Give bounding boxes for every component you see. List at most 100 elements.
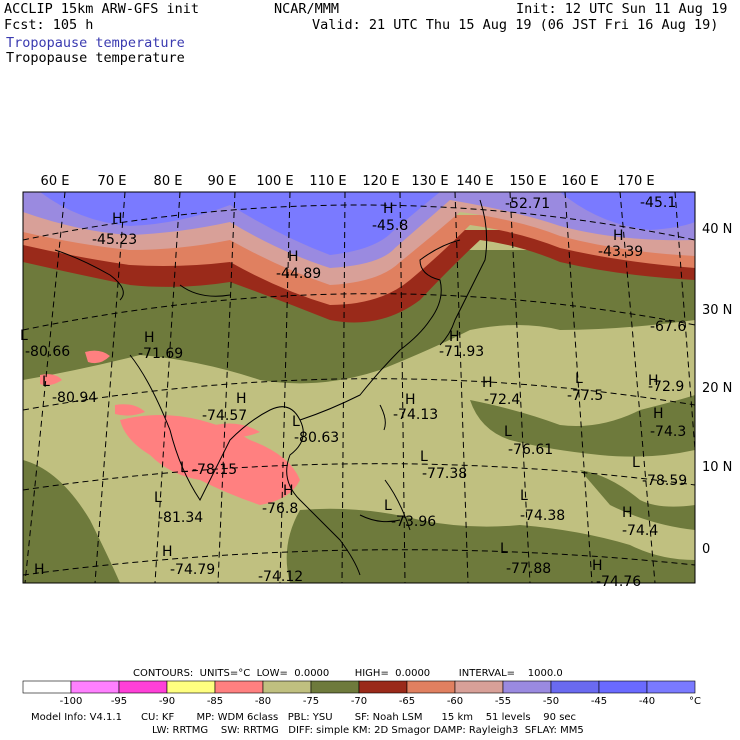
longitude-label: 170 E: [617, 174, 654, 189]
extremum-marker: L: [20, 328, 28, 344]
extremum-value: -74.13: [393, 407, 438, 423]
color-bar-swatch: [310, 680, 360, 694]
color-bar-tick-label: -85: [207, 696, 223, 707]
extremum-value: -45.1: [640, 195, 676, 211]
shaded-field: [23, 192, 695, 583]
extremum-value: -81.34: [158, 510, 203, 526]
color-bar-tick-label: -80: [255, 696, 271, 707]
color-bar-swatch: [406, 680, 456, 694]
extremum-marker: L: [500, 541, 508, 557]
longitude-label: 130 E: [411, 174, 448, 189]
extremum-value: -78.59: [642, 473, 687, 489]
extremum-marker: H: [648, 373, 659, 389]
extremum-marker: L: [520, 488, 528, 504]
extremum-value: -45.8: [372, 218, 408, 234]
init-time: Init: 12 UTC Sun 11 Aug 19: [516, 1, 728, 17]
longitude-label: 90 E: [208, 174, 237, 189]
extremum-value: -76.61: [508, 442, 553, 458]
extrema-labels: H-45.23H-45.8-52.71 -45.1H-43.39H-44.89-6…: [20, 195, 687, 590]
extremum-marker: L: [384, 498, 392, 514]
extremum-value: -77.38: [422, 466, 467, 482]
graticule: [23, 192, 695, 583]
extremum-value: -74.4: [622, 523, 658, 539]
color-bar-tick-label: -75: [303, 696, 319, 707]
color-bar-tick-label: -50: [543, 696, 559, 707]
latitude-label: 0: [702, 542, 710, 557]
extremum-value: -77.5: [567, 388, 603, 404]
extremum-marker: L: [42, 374, 50, 390]
extremum-marker: H: [653, 406, 664, 422]
color-bar-tick-label: -40: [639, 696, 655, 707]
latitude-label: 30 N: [702, 303, 732, 318]
extremum-marker: H: [144, 330, 155, 346]
extremum-value: -73.96: [391, 514, 436, 530]
color-bar-swatch: [598, 680, 648, 694]
longitude-label: 120 E: [362, 174, 399, 189]
extremum-value: -71.93: [439, 344, 484, 360]
physics-info: LW: RRTMG SW: RRTMG DIFF: simple KM: 2D …: [152, 725, 584, 736]
color-bar-swatch: [502, 680, 552, 694]
extremum-value: -45.23: [92, 232, 137, 248]
extremum-marker: L: [420, 449, 428, 465]
extremum-value: -77.88: [506, 561, 551, 577]
center-name: NCAR/MMM: [274, 1, 340, 17]
extremum-value: -74.76: [596, 574, 641, 590]
latitude-label: 40 N: [702, 222, 732, 237]
extremum-value: -74.57: [202, 408, 247, 424]
color-bar-swatch: [22, 680, 72, 694]
longitude-label: 140 E: [456, 174, 493, 189]
longitude-label: 70 E: [98, 174, 127, 189]
extremum-marker: H: [162, 544, 173, 560]
extremum-value: -43.39: [598, 244, 643, 260]
extremum-value: -80.63: [294, 430, 339, 446]
extremum-value: -80.94: [52, 390, 97, 406]
extremum-marker: H: [622, 505, 633, 521]
extremum-marker: H: [405, 392, 416, 408]
extremum-value: -78.15: [192, 462, 237, 478]
extremum-value: -74.12: [258, 569, 303, 585]
extremum-marker: H: [449, 329, 460, 345]
longitude-label: 160 E: [561, 174, 598, 189]
latitude-label: 10 N: [702, 460, 732, 475]
color-bar-swatch: [118, 680, 168, 694]
longitude-label: 100 E: [256, 174, 293, 189]
color-bar-swatch: [646, 680, 696, 694]
extremum-value: -74.3: [650, 424, 686, 440]
color-bar-swatch: [166, 680, 216, 694]
color-bar-tick-label: -45: [591, 696, 607, 707]
extremum-marker: H: [112, 211, 123, 227]
extremum-marker: L: [632, 455, 640, 471]
color-bar-swatch: [358, 680, 408, 694]
extremum-value: -72.4: [484, 392, 520, 408]
extremum-marker: L: [575, 371, 583, 387]
color-bar-swatch: [262, 680, 312, 694]
color-bar-tick-label: -60: [447, 696, 463, 707]
extremum-marker: L: [292, 414, 300, 430]
color-bar-swatch: [214, 680, 264, 694]
extremum-value: -67.6: [650, 319, 686, 335]
longitude-label: 150 E: [509, 174, 546, 189]
extremum-value: -72.9: [648, 379, 684, 395]
color-bar-tick-label: -65: [399, 696, 415, 707]
contours-info: CONTOURS: UNITS=°C LOW= 0.0000 HIGH= 0.0…: [133, 668, 563, 679]
latitude-label: 20 N: [702, 381, 732, 396]
extremum-marker: H: [34, 562, 45, 578]
longitude-label: 80 E: [154, 174, 183, 189]
extremum-marker: L: [180, 460, 188, 476]
color-bar-tick-label: -90: [159, 696, 175, 707]
extremum-marker: H: [383, 201, 394, 217]
longitude-labels: 60 E 70 E 80 E 90 E 100 E 110 E 120 E 130 E 140 …: [41, 174, 655, 189]
extremum-value: -71.69: [138, 346, 183, 362]
extremum-value: -74.79: [170, 562, 215, 578]
field-title-primary: Tropopause temperature: [6, 35, 185, 51]
valid-time: Valid: 21 UTC Thu 15 Aug 19 (06 JST Fri …: [312, 17, 719, 33]
color-bar-swatch: [550, 680, 600, 694]
extremum-marker: H: [283, 483, 294, 499]
latitude-labels: 40 N 30 N 20 N 10 N 0: [702, 222, 732, 557]
color-bar-labels: -100 -95 -90 -85 -80 -75 -70 -65 -60 -55 -50 -45 -40…: [60, 696, 701, 707]
color-bar: [22, 680, 696, 694]
field-title-secondary: Tropopause temperature: [6, 50, 185, 66]
extremum-marker: H: [482, 375, 493, 391]
color-bar-tick-label: -95: [111, 696, 127, 707]
